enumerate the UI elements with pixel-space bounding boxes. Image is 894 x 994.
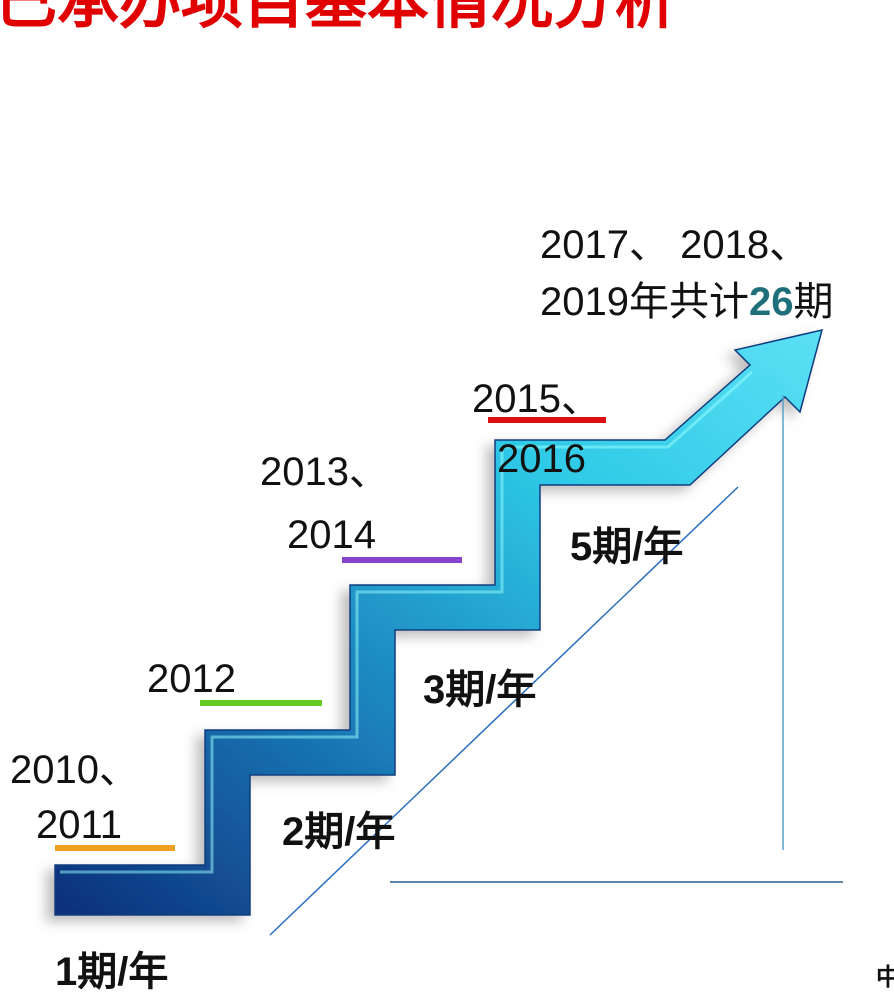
rate-label: 1期/年 <box>55 950 168 994</box>
final-label: 2019年共计26期 <box>540 280 833 324</box>
final-text: 2019年共计 <box>540 280 749 324</box>
rate-label: 5期/年 <box>570 525 683 569</box>
rate-label: 3期/年 <box>423 668 536 712</box>
year-label: 2015、 <box>472 377 601 421</box>
year-label: 2013、 <box>260 450 389 494</box>
corner-text: 中 <box>876 964 894 991</box>
step-highlight <box>60 370 753 874</box>
staircase-arrow <box>54 328 824 916</box>
unit: 期 <box>793 280 833 324</box>
year-label: 2011 <box>36 803 122 847</box>
year-label: 2012 <box>147 657 236 701</box>
year-label: 2010、 <box>10 748 139 792</box>
title: 已承办项目基本情况分析 <box>0 0 677 36</box>
rate-label: 2期/年 <box>282 810 395 854</box>
year-label: 2014 <box>287 513 376 557</box>
underline <box>55 845 175 851</box>
underline <box>488 417 606 423</box>
underline <box>342 557 462 563</box>
final-label: 2017、 2018、 <box>540 223 809 267</box>
underline <box>200 700 322 706</box>
total: 26 <box>749 280 794 324</box>
trend-line <box>269 486 739 936</box>
year-label: 2016 <box>497 437 586 481</box>
